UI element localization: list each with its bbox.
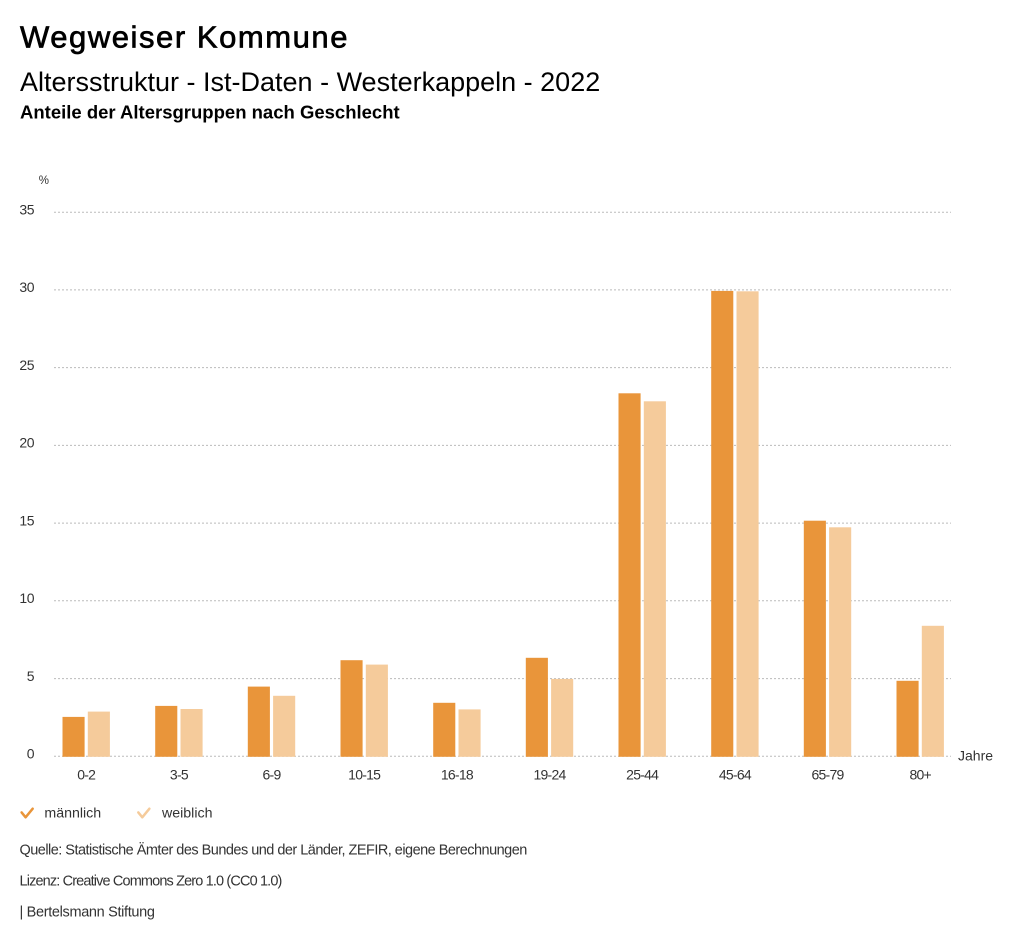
- svg-text:65-79: 65-79: [811, 767, 844, 783]
- svg-text:5: 5: [27, 668, 35, 684]
- svg-text:Wegweiser Kommune: Wegweiser Kommune: [20, 20, 349, 55]
- svg-text:15: 15: [19, 512, 34, 528]
- svg-text:Lizenz: Creative Commons Zero: Lizenz: Creative Commons Zero 1.0 (CC0 1…: [20, 874, 282, 890]
- svg-text:80+: 80+: [909, 767, 931, 783]
- svg-text:20: 20: [19, 435, 34, 451]
- svg-text:0-2: 0-2: [77, 767, 96, 783]
- svg-text:6-9: 6-9: [263, 767, 282, 783]
- svg-text:19-24: 19-24: [533, 767, 566, 783]
- svg-text:25: 25: [19, 357, 34, 373]
- svg-text:45-64: 45-64: [719, 767, 752, 783]
- svg-text:35: 35: [19, 201, 34, 217]
- svg-text:Jahre: Jahre: [958, 748, 993, 764]
- svg-text:männlich: männlich: [44, 806, 101, 822]
- svg-text:3-5: 3-5: [170, 767, 189, 783]
- svg-text:weiblich: weiblich: [161, 806, 212, 822]
- svg-text:Quelle: Statistische Ämter des: Quelle: Statistische Ämter des Bundes un…: [20, 842, 528, 859]
- svg-text:30: 30: [19, 279, 34, 295]
- svg-text:10-15: 10-15: [348, 767, 381, 783]
- svg-text:%: %: [39, 175, 49, 187]
- svg-text:16-18: 16-18: [441, 767, 474, 783]
- svg-text:Anteile der Altersgruppen nach: Anteile der Altersgruppen nach Geschlech…: [20, 102, 400, 123]
- svg-text:10: 10: [19, 590, 34, 606]
- svg-text:0: 0: [27, 746, 35, 762]
- svg-text:Altersstruktur - Ist-Daten - W: Altersstruktur - Ist-Daten - Westerkappe…: [20, 67, 600, 97]
- svg-text:25-44: 25-44: [626, 767, 659, 783]
- svg-text:| Bertelsmann Stiftung: | Bertelsmann Stiftung: [20, 904, 155, 920]
